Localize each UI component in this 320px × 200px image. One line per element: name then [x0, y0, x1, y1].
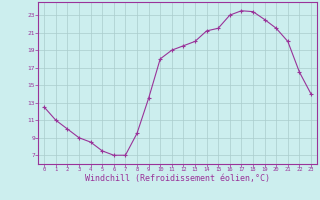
X-axis label: Windchill (Refroidissement éolien,°C): Windchill (Refroidissement éolien,°C) [85, 174, 270, 183]
